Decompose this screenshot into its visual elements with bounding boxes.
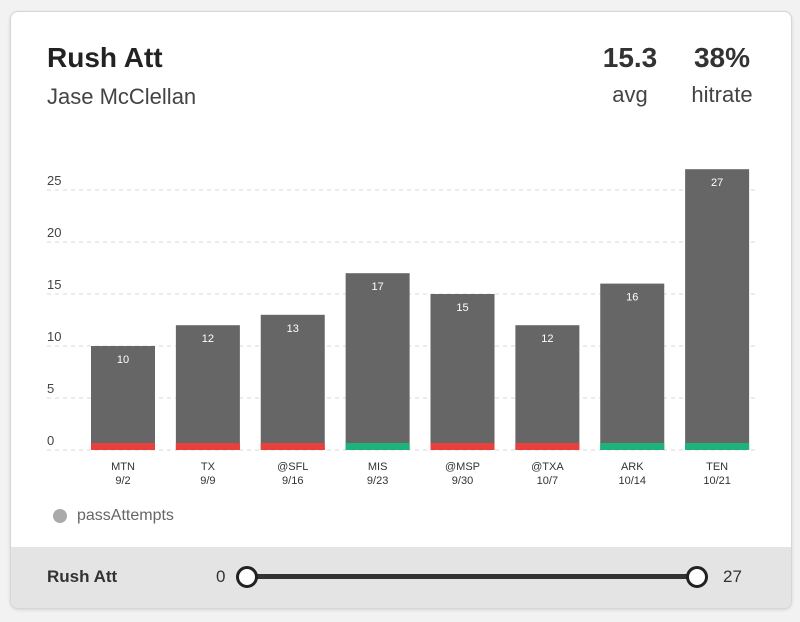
x-tick-date: 9/16 — [282, 475, 303, 487]
avg-label: avg — [612, 82, 648, 107]
x-tick-date: 9/23 — [367, 475, 388, 487]
bar-value-label: 16 — [626, 292, 638, 304]
bar-value-label: 13 — [287, 323, 299, 335]
outcome-stripe-miss — [175, 443, 240, 450]
bar-ark — [600, 283, 665, 450]
bar-ten — [685, 169, 750, 450]
x-tick-label: TEN — [706, 461, 728, 473]
bar-value-label: 10 — [117, 354, 129, 366]
bar-at-sfl — [260, 314, 325, 450]
x-tick-label: TX — [201, 461, 216, 473]
y-tick-label: 5 — [47, 381, 54, 396]
outcome-stripe-miss — [515, 443, 580, 450]
bar-tx — [175, 325, 240, 450]
x-tick-label: @MSP — [445, 461, 480, 473]
bar-value-label: 17 — [372, 281, 384, 293]
x-tick-label: MTN — [111, 461, 135, 473]
chart-card: Rush Att Jase McClellan 15.3 avg 38% hit… — [10, 11, 792, 609]
x-tick-date: 9/30 — [452, 475, 473, 487]
x-tick-label: ARK — [621, 461, 644, 473]
y-tick-label: 15 — [47, 277, 61, 292]
x-tick-date: 9/9 — [200, 475, 215, 487]
x-tick-date: 9/2 — [115, 475, 130, 487]
range-slider-track[interactable] — [247, 574, 697, 579]
x-tick-label: @TXA — [531, 461, 564, 473]
range-slider-min-handle[interactable] — [236, 566, 258, 588]
bar-at-msp — [430, 294, 495, 450]
x-tick-label: MIS — [368, 461, 388, 473]
legend-label: passAttempts — [77, 507, 174, 524]
x-tick-label: @SFL — [277, 461, 308, 473]
outcome-stripe-hit — [685, 443, 750, 450]
outcome-stripe-hit — [345, 443, 410, 450]
x-tick-date: 10/14 — [618, 475, 646, 487]
outcome-stripe-miss — [91, 443, 155, 450]
y-tick-label: 25 — [47, 173, 61, 188]
avg-stat: 15.3 avg — [597, 42, 663, 108]
bar-value-label: 12 — [541, 333, 553, 345]
range-min-value: 0 — [216, 567, 226, 586]
hitrate-stat: 38% hitrate — [677, 42, 767, 108]
range-max-value: 27 — [723, 567, 742, 586]
range-filter-label: Rush Att — [47, 567, 118, 586]
y-tick-label: 10 — [47, 329, 61, 344]
bar-mis — [345, 273, 410, 450]
outcome-stripe-hit — [600, 443, 665, 450]
x-tick-date: 10/21 — [703, 475, 731, 487]
y-tick-label: 20 — [47, 225, 61, 240]
x-tick-date: 10/7 — [537, 475, 558, 487]
legend[interactable]: passAttempts — [53, 507, 174, 525]
legend-dot-icon — [53, 509, 67, 523]
outcome-stripe-miss — [430, 443, 495, 450]
bar-value-label: 27 — [711, 177, 723, 189]
chart-title: Rush Att — [47, 42, 163, 73]
hitrate-value: 38% — [693, 42, 751, 73]
player-name: Jase McClellan — [47, 84, 197, 109]
range-slider-max-handle[interactable] — [686, 566, 708, 588]
bar-value-label: 15 — [456, 302, 468, 314]
range-filter: Rush Att 0 27 — [11, 547, 791, 608]
bar-at-txa — [515, 325, 580, 450]
bar-mtn — [91, 346, 155, 450]
bar-value-label: 12 — [202, 333, 214, 345]
hitrate-label: hitrate — [691, 82, 753, 107]
outcome-stripe-miss — [260, 443, 325, 450]
bar-chart: 0 5 10 15 20 25 10 MTN 9/2 12 TX 9/9 13 @SFL 9/16 17 MIS… — [47, 169, 756, 487]
y-tick-label: 0 — [47, 433, 54, 448]
avg-value: 15.3 — [602, 42, 658, 73]
